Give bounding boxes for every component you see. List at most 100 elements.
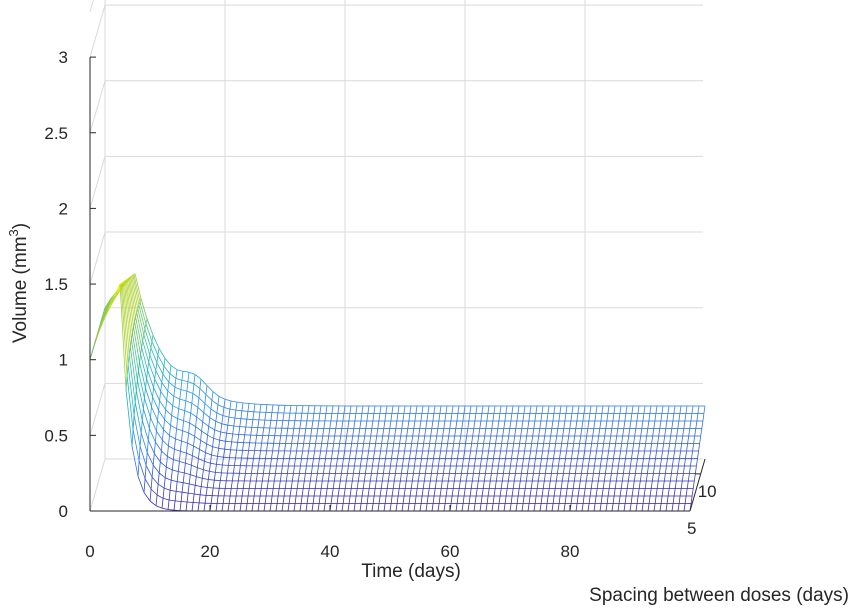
- surface-segment: [339, 473, 342, 482]
- surface-segment: [673, 488, 676, 497]
- surface-segment: [344, 480, 347, 489]
- surface-segment: [365, 465, 367, 474]
- surface-segment: [258, 458, 260, 466]
- surface-segment: [141, 340, 144, 348]
- surface-segment: [162, 429, 164, 441]
- surface-segment: [205, 443, 207, 453]
- surface-segment: [211, 487, 214, 496]
- surface-segment: [653, 465, 655, 474]
- surface-segment: [235, 450, 237, 458]
- surface-segment: [301, 405, 304, 414]
- surface-segment: [155, 370, 163, 383]
- surface-segment: [397, 450, 399, 459]
- surface-segment: [266, 443, 268, 451]
- surface-segment: [671, 465, 673, 474]
- surface-segment: [152, 464, 160, 474]
- y-tick-label: 1.5: [44, 275, 68, 294]
- surface-segment: [134, 273, 142, 299]
- surface-segment: [315, 435, 318, 444]
- surface-segment: [242, 480, 245, 489]
- surface-segment: [610, 428, 613, 437]
- surface-segment: [501, 473, 504, 482]
- surface-segment: [370, 428, 373, 437]
- surface-segment: [576, 413, 579, 422]
- y-tick-label: 0: [59, 502, 68, 521]
- surface-segment: [187, 501, 194, 503]
- surface-segment: [367, 450, 369, 459]
- surface-segment: [404, 443, 406, 452]
- surface-segment: [648, 458, 650, 467]
- surface-segment: [241, 410, 248, 412]
- surface-segment: [228, 416, 235, 419]
- surface-segment: [127, 278, 134, 328]
- surface-segment: [198, 449, 200, 459]
- surface-segment: [225, 440, 232, 443]
- surface-segment: [324, 413, 327, 421]
- surface-segment: [411, 473, 414, 482]
- surface-segment: [199, 379, 202, 389]
- surface-segment: [512, 443, 514, 452]
- surface-segment: [272, 443, 274, 451]
- surface-segment: [157, 483, 165, 489]
- surface-segment: [467, 503, 470, 512]
- surface-segment: [360, 458, 362, 467]
- surface-segment: [391, 488, 394, 497]
- surface-segment: [378, 495, 381, 504]
- surface-segment: [137, 460, 140, 477]
- surface-segment: [279, 473, 282, 482]
- surface-segment: [147, 362, 150, 371]
- surface-segment: [353, 465, 355, 474]
- surface-segment: [253, 450, 255, 459]
- surface-segment: [593, 503, 596, 512]
- surface-segment: [368, 480, 371, 489]
- surface-segment: [397, 488, 400, 497]
- surface-segment: [650, 443, 652, 452]
- surface-segment: [270, 458, 272, 467]
- surface-segment: [294, 495, 297, 504]
- surface-segment: [224, 448, 231, 451]
- surface-segment: [547, 488, 550, 497]
- surface-segment: [522, 413, 525, 422]
- surface-segment: [458, 443, 460, 452]
- surface-segment: [139, 301, 147, 324]
- surface-segment: [420, 495, 423, 504]
- surface-segment: [570, 495, 573, 504]
- surface-segment: [582, 413, 585, 422]
- surface-segment: [395, 420, 398, 429]
- surface-segment: [121, 281, 124, 283]
- surface-segment: [276, 458, 278, 467]
- surface-segment: [559, 405, 562, 414]
- surface-segment: [575, 503, 578, 512]
- surface-segment: [328, 428, 331, 437]
- surface-segment: [334, 428, 337, 437]
- surface-segment: [363, 473, 366, 482]
- surface-segment: [209, 471, 216, 473]
- surface-segment: [626, 443, 628, 452]
- surface-segment: [691, 405, 694, 414]
- surface-segment: [315, 473, 318, 482]
- surface-segment: [252, 495, 255, 504]
- surface-segment: [113, 295, 116, 299]
- surface-segment: [201, 469, 204, 479]
- surface-segment: [415, 488, 418, 497]
- surface-segment: [522, 495, 525, 504]
- surface-segment: [319, 450, 321, 459]
- surface-segment: [153, 441, 156, 454]
- surface-segment: [677, 503, 680, 512]
- surface-segment: [331, 405, 334, 414]
- surface-segment: [563, 420, 566, 429]
- surface-segment: [697, 450, 699, 459]
- surface-segment: [510, 413, 513, 422]
- surface-segment: [649, 488, 652, 497]
- surface-segment: [280, 428, 283, 436]
- surface-segment: [637, 488, 640, 497]
- surface-segment: [384, 458, 386, 467]
- surface-segment: [183, 410, 186, 421]
- surface-segment: [271, 404, 274, 413]
- surface-segment: [178, 471, 185, 474]
- surface-segment: [331, 488, 334, 497]
- surface-segment: [140, 354, 147, 379]
- surface-segment: [523, 488, 526, 497]
- surface-segment: [414, 495, 417, 504]
- surface-segment: [305, 465, 307, 474]
